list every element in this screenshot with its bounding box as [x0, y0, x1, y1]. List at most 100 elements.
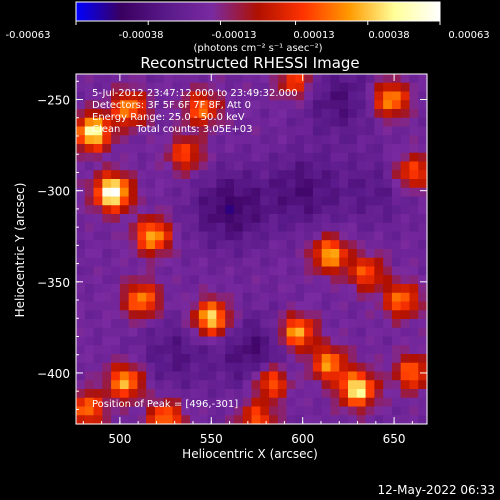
heatmap-cell [356, 275, 367, 285]
heatmap-cell [102, 109, 112, 119]
heatmap-cell [207, 249, 218, 259]
heatmap-cell [146, 301, 156, 311]
heatmap-cell [137, 275, 147, 285]
heatmap-cell [304, 222, 314, 233]
heatmap-cell [198, 161, 209, 171]
heatmap-cell [181, 100, 191, 110]
heatmap-cell [181, 406, 191, 416]
heatmap-cell [348, 161, 358, 171]
heatmap-cell [269, 319, 279, 329]
heatmap-cell [312, 310, 323, 320]
heatmap-cell [391, 275, 402, 285]
footer-timestamp: 12-May-2022 06:33 [378, 483, 495, 497]
heatmap-cell [374, 231, 384, 241]
heatmap-cell [111, 135, 121, 145]
heatmap-cell [181, 126, 191, 136]
heatmap-cell [304, 144, 314, 154]
heatmap-cell [181, 257, 191, 268]
heatmap-cell [242, 74, 253, 84]
heatmap-cell [128, 109, 139, 119]
heatmap-cell [146, 196, 156, 206]
heatmap-cell [198, 231, 209, 241]
heatmap-cell [207, 152, 218, 163]
heatmap-cell [321, 126, 332, 136]
heatmap-cell [128, 196, 139, 206]
heatmap-cell [260, 336, 270, 346]
heatmap-cell [348, 345, 358, 355]
heatmap-cell [111, 222, 121, 233]
heatmap-cell [111, 397, 121, 408]
heatmap-cell [312, 397, 323, 408]
heatmap-cell [242, 170, 253, 180]
heatmap-cell [295, 362, 305, 373]
heatmap-cell [128, 301, 139, 311]
heatmap-cell [251, 82, 261, 93]
heatmap-cell [216, 310, 226, 320]
heatmap-cell [365, 327, 375, 338]
heatmap-cell [190, 82, 200, 93]
heatmap-cell [312, 82, 323, 93]
heatmap-cell [260, 126, 270, 136]
heatmap-cell [356, 187, 367, 198]
heatmap-cell [312, 126, 323, 136]
heatmap-cell [277, 179, 288, 189]
heatmap-cell [295, 275, 305, 285]
heatmap-cell [304, 161, 314, 171]
heatmap-cell [207, 397, 218, 408]
heatmap-cell [163, 100, 174, 110]
heatmap-cell [304, 170, 314, 180]
heatmap-cell [295, 345, 305, 355]
heatmap-cell [76, 415, 86, 425]
heatmap-cell [198, 117, 209, 128]
heatmap-cell [119, 336, 130, 346]
heatmap-cell [119, 371, 130, 381]
heatmap-cell [321, 82, 332, 93]
heatmap-cell [198, 187, 209, 198]
heatmap-cell [146, 389, 156, 399]
heatmap-cell [260, 380, 270, 390]
heatmap-cell [128, 345, 139, 355]
heatmap-cell [216, 196, 226, 206]
heatmap-cell [383, 109, 393, 119]
heatmap-cell [277, 196, 288, 206]
heatmap-cell [295, 196, 305, 206]
heatmap-cell [330, 152, 340, 163]
heatmap-cell [339, 187, 349, 198]
heatmap-cell [198, 152, 209, 163]
heatmap-cell [260, 135, 270, 145]
heatmap-cell [260, 170, 270, 180]
heatmap-cell [312, 354, 323, 364]
heatmap-cell [154, 389, 165, 399]
heatmap-cell [128, 179, 139, 189]
heatmap-cell [418, 397, 428, 408]
heatmap-cell [365, 310, 375, 320]
heatmap-cell [128, 249, 139, 259]
heatmap-cell [146, 257, 156, 268]
heatmap-cell [409, 257, 419, 268]
heatmap-cell [374, 144, 384, 154]
annotation-method: Clean Total counts: 3.05E+03 [92, 124, 252, 135]
heatmap-cell [190, 301, 200, 311]
heatmap-cell [348, 74, 358, 84]
heatmap-cell [321, 397, 332, 408]
heatmap-cell [181, 152, 191, 163]
heatmap-cell [295, 161, 305, 171]
heatmap-cell [304, 266, 314, 276]
heatmap-cell [163, 240, 174, 250]
heatmap-cell [348, 187, 358, 198]
heatmap-cell [154, 214, 165, 224]
heatmap-cell [154, 371, 165, 381]
heatmap-cell [312, 275, 323, 285]
heatmap-cell [102, 389, 112, 399]
heatmap-cell [146, 170, 156, 180]
heatmap-cell [251, 187, 261, 198]
heatmap-cell [321, 415, 332, 425]
heatmap-cell [242, 406, 253, 416]
heatmap-cell [172, 222, 182, 233]
heatmap-cell [356, 284, 367, 294]
heatmap-cell [93, 397, 103, 408]
heatmap-cell [356, 240, 367, 250]
heatmap-cell [84, 117, 95, 128]
heatmap-cell [321, 406, 332, 416]
heatmap-cell [233, 144, 244, 154]
